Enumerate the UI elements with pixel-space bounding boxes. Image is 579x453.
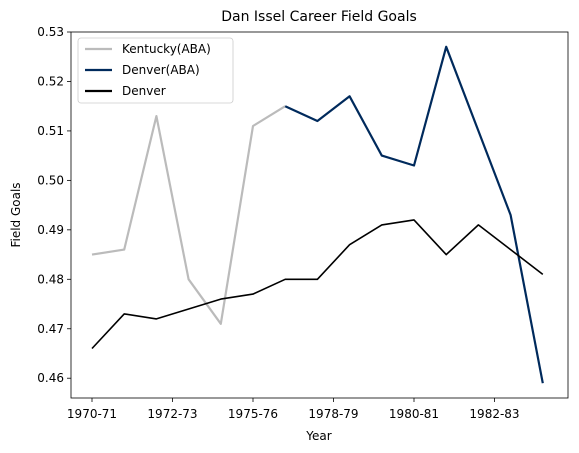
x-tick-label: 1975-76 [228, 407, 278, 421]
legend-label: Denver [122, 84, 166, 98]
plot-frame [70, 31, 569, 399]
y-tick-label: 0.52 [37, 74, 64, 88]
x-tick-label: 1982-83 [469, 407, 519, 421]
x-tick-label: 1970-71 [67, 407, 117, 421]
x-tick-label: 1980-81 [389, 407, 439, 421]
y-axis-label: Field Goals [9, 182, 23, 247]
y-tick-label: 0.50 [37, 173, 64, 187]
y-tick-label: 0.53 [37, 25, 64, 39]
series-line-denver-aba [284, 45, 544, 384]
legend: Kentucky(ABA) Denver(ABA) Denver [77, 37, 234, 104]
y-tick-label: 0.47 [37, 322, 64, 336]
x-axis-label: Year [305, 429, 331, 443]
x-tick-label: 1978-79 [308, 407, 358, 421]
series-lines [91, 45, 544, 384]
legend-box [77, 37, 234, 104]
x-axis: 1970-71 1972-73 1975-76 1978-79 1980-81 1982-… [67, 398, 520, 421]
series-line-denver [91, 219, 544, 350]
y-tick-label: 0.49 [37, 223, 64, 237]
x-tick-label: 1972-73 [147, 407, 197, 421]
y-axis: 0.46 0.47 0.48 0.49 0.50 0.51 0.52 0.53 [37, 25, 71, 385]
legend-label: Denver(ABA) [122, 63, 200, 77]
y-tick-label: 0.51 [37, 124, 64, 138]
y-tick-label: 0.46 [37, 371, 64, 385]
series-line-kentucky-aba [91, 105, 286, 325]
y-tick-label: 0.48 [37, 272, 64, 286]
chart-title: Dan Issel Career Field Goals [221, 9, 417, 25]
legend-label: Kentucky(ABA) [122, 42, 211, 56]
